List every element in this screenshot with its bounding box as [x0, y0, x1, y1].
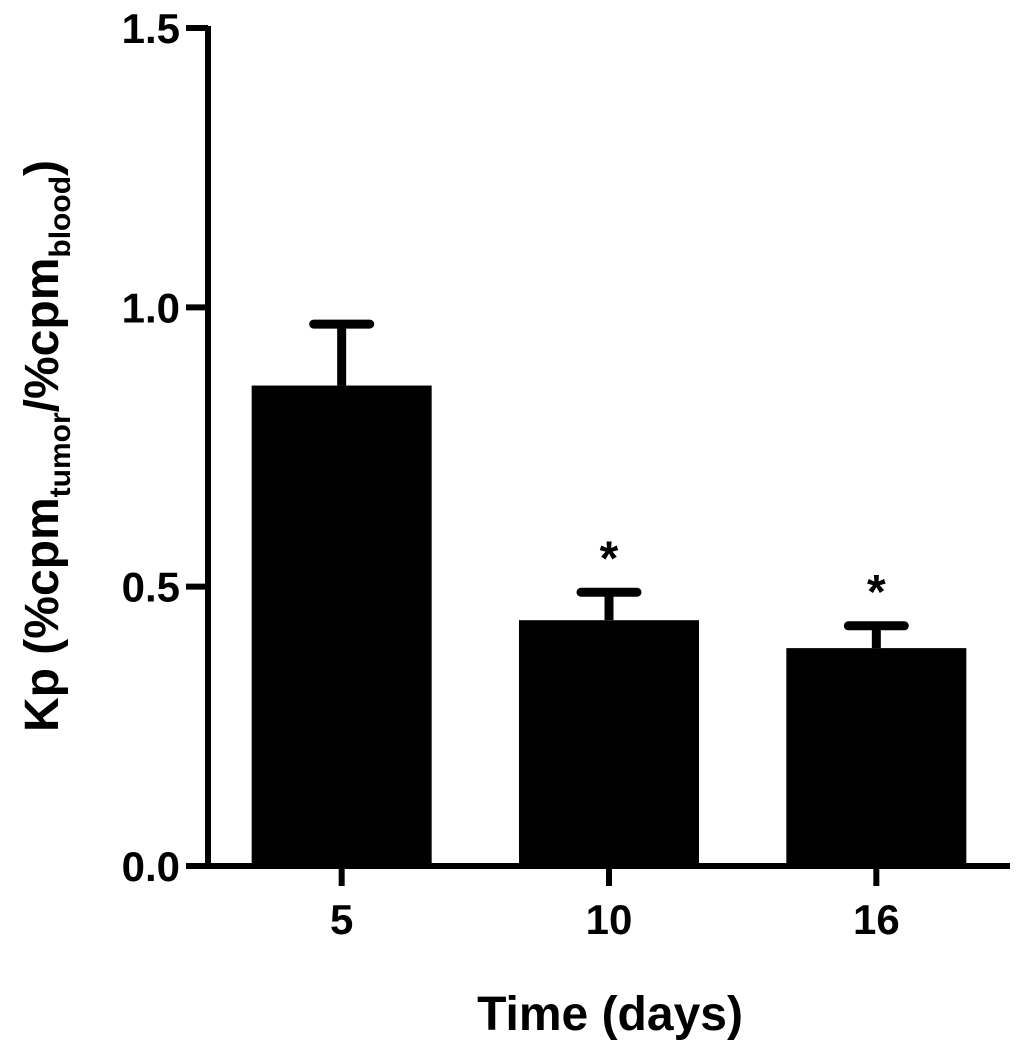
significance-marks: ** — [600, 532, 886, 619]
y-tick-label: 1.5 — [122, 5, 180, 52]
error-bars — [309, 319, 909, 649]
bars — [251, 385, 967, 866]
significance-mark-10: * — [600, 532, 619, 585]
y-axis-title-prefix: Kp (%cpm — [16, 497, 69, 732]
y-axis: 0.0 0.5 1.0 1.5 — [122, 5, 211, 890]
bar-5 — [251, 385, 432, 866]
x-tick-label: 10 — [586, 896, 633, 943]
y-tick-label: 1.0 — [122, 284, 180, 331]
y-tick-label: 0.5 — [122, 564, 180, 611]
y-axis-title: Kp (%cpmtumor/%cpmblood) — [16, 160, 77, 732]
x-tick-label: 5 — [330, 896, 353, 943]
y-axis-title-sub-tumor: tumor — [44, 412, 77, 497]
y-axis-title-suffix: ) — [16, 160, 69, 176]
x-tick-label: 16 — [853, 896, 900, 943]
bar-16 — [786, 648, 967, 866]
significance-mark-16: * — [867, 566, 886, 619]
bar-10 — [519, 620, 699, 866]
x-axis-title: Time (days) — [477, 988, 743, 1041]
y-tick-label: 0.0 — [122, 843, 180, 890]
x-axis: 5 10 16 — [205, 863, 1010, 943]
y-axis-title-middle: /%cpm — [16, 258, 69, 413]
y-axis-title-sub-blood: blood — [44, 176, 77, 258]
